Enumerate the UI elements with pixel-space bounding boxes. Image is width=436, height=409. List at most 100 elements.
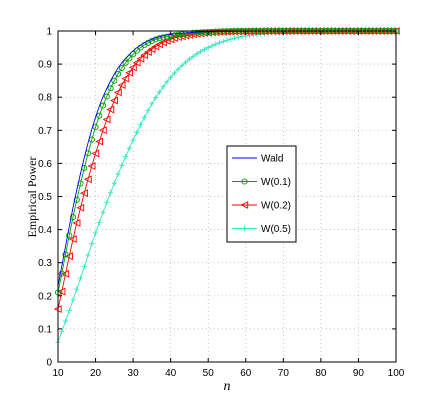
data-point — [62, 318, 69, 324]
data-point — [100, 102, 107, 109]
y-tick-label: 0.3 — [38, 258, 52, 269]
data-point — [66, 232, 73, 239]
data-point — [122, 59, 129, 66]
data-point — [152, 36, 159, 43]
legend: Wald W(0.1) W(0.2) W(0.5) — [226, 145, 297, 243]
y-tick-label: 0.8 — [38, 93, 52, 104]
data-point — [81, 263, 87, 270]
data-point — [130, 51, 137, 58]
data-point — [213, 41, 219, 47]
x-tick-label: 50 — [203, 368, 215, 379]
x-tick-label: 60 — [240, 368, 252, 379]
data-point — [215, 28, 224, 36]
data-point — [70, 297, 76, 303]
data-point — [171, 70, 178, 76]
data-point — [126, 145, 132, 151]
data-point — [239, 34, 245, 40]
data-point — [125, 68, 134, 77]
data-point — [163, 33, 170, 40]
x-tick-label: 40 — [165, 368, 177, 379]
data-point — [183, 59, 189, 65]
data-point — [155, 40, 164, 49]
y-tick-label: 0 — [46, 358, 52, 369]
data-point — [58, 270, 65, 277]
legend-label: W(0.5) — [261, 224, 291, 235]
data-point — [73, 196, 80, 203]
data-point — [140, 51, 149, 60]
legend-label: W(0.2) — [261, 201, 291, 212]
data-point — [164, 79, 170, 85]
y-tick-label: 0.6 — [38, 159, 52, 170]
data-point — [209, 43, 215, 49]
data-point — [72, 219, 81, 227]
data-point — [219, 27, 227, 36]
data-point — [128, 63, 137, 72]
data-point — [201, 46, 208, 53]
legend-item: W(0.2) — [232, 201, 291, 212]
data-point — [231, 35, 238, 41]
x-tick-label: 10 — [52, 368, 64, 379]
legend-item: W(0.1) — [232, 177, 291, 188]
data-point — [126, 55, 133, 62]
data-point — [117, 81, 126, 90]
y-tick-label: 0.9 — [38, 60, 52, 71]
data-point — [156, 35, 163, 42]
ticks: 10 20 30 40 50 60 70 80 90 100 0 0.1 0.2 0.3 0.4 0.5 0.6… — [38, 27, 405, 380]
data-point — [160, 34, 167, 41]
legend-marker — [241, 225, 248, 232]
data-point — [59, 329, 65, 335]
legend-item: W(0.5) — [232, 224, 291, 235]
data-point — [115, 171, 121, 177]
data-point — [95, 137, 103, 146]
data-point — [141, 114, 147, 120]
y-tick-label: 0.5 — [38, 192, 52, 203]
data-point — [87, 162, 96, 170]
data-point — [106, 105, 115, 114]
data-point — [136, 54, 145, 63]
data-point — [156, 89, 162, 95]
data-point — [62, 251, 69, 258]
legend-marker — [241, 178, 248, 185]
data-point — [91, 149, 100, 158]
data-point — [107, 190, 114, 196]
data-point — [153, 95, 159, 101]
y-tick-label: 0.2 — [38, 291, 52, 302]
data-point — [121, 74, 130, 83]
x-tick-label: 90 — [353, 368, 365, 379]
data-point — [68, 235, 77, 244]
x-tick-label: 80 — [315, 368, 327, 379]
data-point — [118, 64, 125, 72]
data-point — [147, 45, 156, 54]
data-point — [104, 199, 110, 205]
data-point — [76, 203, 85, 212]
data-point — [57, 287, 66, 296]
legend-marker — [240, 201, 249, 209]
data-point — [66, 308, 72, 314]
data-point — [145, 107, 151, 113]
legend-box — [226, 145, 297, 243]
data-point — [107, 85, 114, 92]
data-point — [85, 252, 91, 258]
data-point — [175, 31, 182, 38]
data-point — [171, 32, 178, 39]
data-point — [160, 84, 166, 90]
legend-item: Wald — [232, 154, 283, 165]
x-tick-label: 100 — [388, 368, 405, 379]
data-point — [65, 252, 73, 261]
y-axis-title: Empirical Power — [25, 157, 39, 238]
data-point — [100, 209, 106, 215]
data-point — [179, 62, 185, 69]
data-point — [61, 269, 70, 278]
data-point — [198, 48, 204, 55]
x-tick-label: 70 — [278, 368, 290, 379]
x-axis-title: n — [224, 379, 231, 394]
data-point — [96, 112, 103, 119]
data-point — [151, 42, 160, 51]
y-tick-label: 0.7 — [38, 126, 52, 137]
data-point — [228, 36, 234, 42]
data-point — [143, 48, 152, 57]
data-point — [145, 39, 152, 46]
data-point — [77, 275, 84, 281]
data-point — [216, 40, 223, 46]
